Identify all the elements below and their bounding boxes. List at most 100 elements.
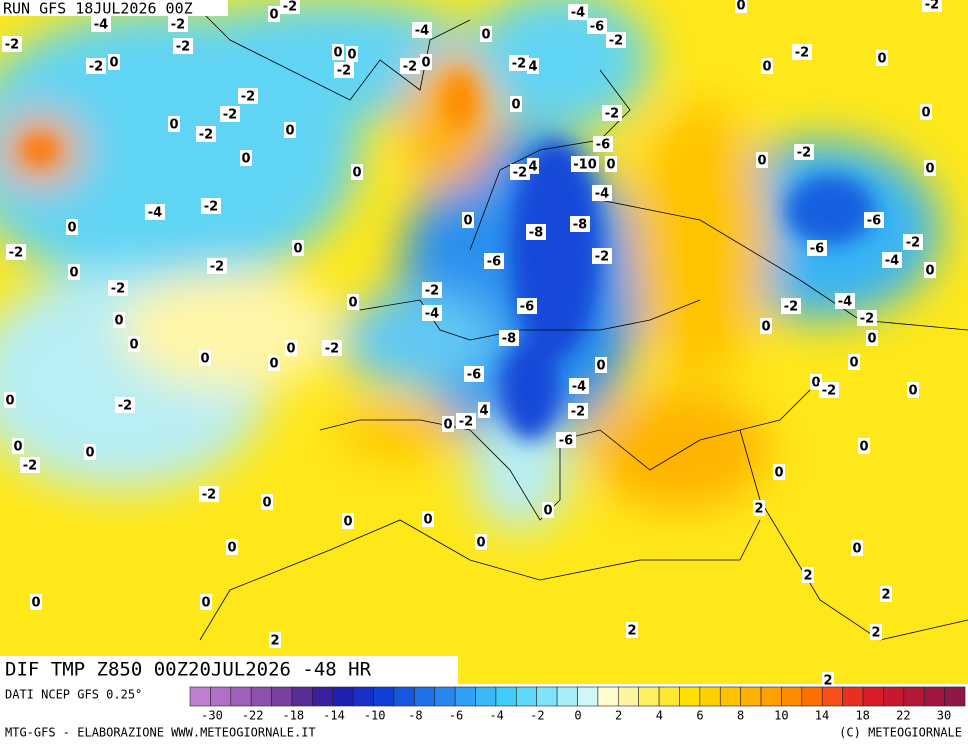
contour-label: 4 [528, 60, 537, 75]
contour-label-box [870, 624, 882, 640]
contour-label-box [220, 106, 240, 122]
contour-label-box [756, 152, 768, 168]
colorbar-swatch [291, 686, 313, 707]
contour-label-box [866, 330, 878, 346]
contour-label: 0 [761, 320, 770, 335]
colorbar-label: -2 [530, 709, 544, 723]
contour-label: 0 [5, 394, 14, 409]
contour-label-box [735, 0, 747, 13]
contour-label: 0 [201, 596, 210, 611]
colorbar: -30 -22 -18 -14 -10 -8 -6 -4 -2 0 2 4 6 8 10 14 18 22 30 [189, 686, 966, 723]
contour-label: -2 [111, 282, 125, 297]
contour-label-box [542, 502, 554, 518]
colorbar-swatch [862, 686, 884, 707]
contour-label: 0 [269, 357, 278, 372]
contour-label: -2 [23, 459, 37, 474]
colorbar-swatch [781, 686, 803, 707]
colorbar-label: 8 [737, 709, 744, 723]
colorbar-label: 4 [656, 709, 663, 723]
contour-label: 0 [343, 515, 352, 530]
colorbar-label: -8 [408, 709, 422, 723]
contour-label-box [269, 632, 281, 648]
contour-label-box [68, 264, 80, 280]
colorbar-swatch [454, 686, 476, 707]
colorbar-label: 22 [896, 709, 910, 723]
contour-label: 0 [463, 214, 472, 229]
contour-label-box [128, 336, 140, 352]
contour-label: -6 [810, 242, 824, 257]
contour-label: -2 [9, 246, 23, 261]
colorbar-swatch [414, 686, 436, 707]
contour-label-box [238, 88, 258, 104]
colorbar-swatch [699, 686, 721, 707]
contour-label-box [6, 244, 26, 260]
contour-label: 0 [293, 242, 302, 257]
contour-label: 0 [31, 596, 40, 611]
contour-label: -4 [94, 18, 108, 33]
contour-label: -2 [89, 60, 103, 75]
contour-label-box [592, 248, 612, 264]
contour-label: 0 [443, 418, 452, 433]
contour-label: -2 [5, 38, 19, 53]
contour-label: -6 [596, 138, 610, 153]
contour-label-box [30, 594, 42, 610]
contour-label-box [595, 357, 607, 373]
contour-label-box [199, 486, 219, 502]
contour-label-box [201, 198, 221, 214]
contour-label-box [226, 539, 238, 555]
contour-label-box [462, 212, 474, 228]
colorbar-swatch [210, 686, 232, 707]
contour-label: 0 [925, 162, 934, 177]
contour-label: 0 [423, 513, 432, 528]
contour-label-box [173, 38, 193, 54]
colorbar-label: 10 [774, 709, 788, 723]
contour-label: 0 [877, 52, 886, 67]
contour-label: -2 [403, 60, 417, 75]
contour-label-box [200, 594, 212, 610]
contour-label: -2 [571, 405, 585, 420]
contour-label: 0 [476, 536, 485, 551]
contour-label-box [570, 216, 590, 232]
contour-label-box [478, 402, 490, 418]
contour-label: 0 [109, 56, 118, 71]
contour-label-box [346, 46, 358, 62]
colorbar-swatch [679, 686, 701, 707]
contour-label-box [422, 305, 442, 321]
contour-label: -4 [425, 307, 439, 322]
contour-label-box [605, 156, 617, 172]
colorbar-swatch [434, 686, 456, 707]
contour-label-box [91, 16, 111, 32]
contour-label-box [880, 586, 892, 602]
contour-label: -2 [210, 260, 224, 275]
contour-label-box [196, 126, 216, 142]
contour-label-box [342, 513, 354, 529]
contour-label: 0 [481, 28, 490, 43]
colorbar-swatch [577, 686, 599, 707]
credit-left: MTG-GFS - ELABORAZIONE WWW.METEOGIORNALE… [5, 726, 316, 740]
contour-label: 0 [114, 314, 123, 329]
contour-label-box [794, 144, 814, 160]
contour-label: 0 [762, 60, 771, 75]
contour-label-box [86, 58, 106, 74]
contour-label: 0 [67, 221, 76, 236]
contour-label-box [351, 164, 363, 180]
contour-label-box [592, 185, 612, 201]
contour-label: -4 [571, 6, 585, 21]
colorbar-swatch [495, 686, 517, 707]
contour-label: 0 [169, 118, 178, 133]
contour-label-box [484, 253, 504, 269]
contour-label: -2 [459, 415, 473, 430]
contour-label-box [422, 511, 434, 527]
contour-label-box [819, 382, 839, 398]
contour-label-box [499, 330, 519, 346]
coastlines [189, 0, 968, 641]
contour-label: -2 [925, 0, 939, 13]
contour-label: 0 [129, 338, 138, 353]
contour-label: -2 [784, 300, 798, 315]
colorbar-swatch [944, 686, 966, 707]
contour-label: 0 [241, 152, 250, 167]
contour-label-box [480, 26, 492, 42]
colorbar-swatch [373, 686, 395, 707]
contour-labels: -2 -4 0 -2 -4 -6 0 -2 -2 -2 0 -4 0 -2 -2 0 0 -2 -2 0 -2 4 -2 0 0… [2, 0, 942, 689]
contour-label-box [569, 378, 589, 394]
